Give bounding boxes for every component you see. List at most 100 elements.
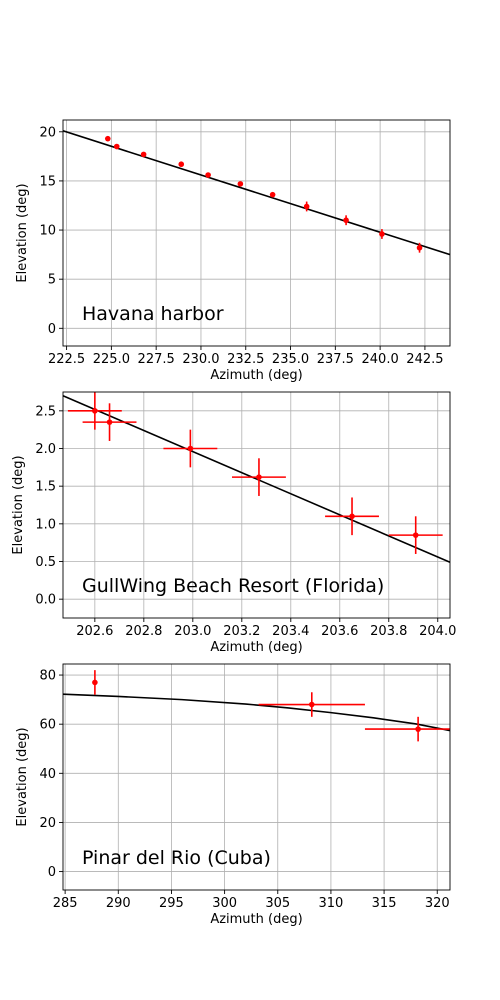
data-marker [92,408,98,414]
data-marker [308,701,315,708]
fit-line [63,130,450,256]
x-axis-label: Azimuth (deg) [210,640,302,655]
x-tick-label: 227.5 [138,352,175,367]
x-tick-label: 295 [159,896,184,911]
x-tick-label: 202.8 [125,624,162,639]
location-annotation: GullWing Beach Resort (Florida) [82,575,384,597]
x-tick-label: 290 [106,896,131,911]
data-marker [349,513,355,520]
data-point-4 [178,161,185,168]
x-axis-label: Azimuth (deg) [210,368,302,383]
x-tick-label: 300 [212,896,237,911]
y-axis-label: Elevation (deg) [15,183,30,282]
y-tick-label: 2.5 [35,404,56,419]
data-point-9 [343,215,349,226]
y-tick-label: 60 [39,718,56,733]
x-tick-label: 203.4 [272,624,309,639]
x-tick-label: 242.5 [406,352,443,367]
y-axis-label: Elevation (deg) [11,455,26,554]
plot-area [63,120,450,346]
data-point-4 [232,458,286,496]
plot-area [63,392,450,618]
data-point-6 [237,181,244,187]
y-axis-label: Elevation (deg) [15,727,30,826]
data-marker [269,191,276,198]
data-point-6 [388,516,443,554]
y-tick-label: 80 [39,669,56,684]
y-tick-label: 5 [48,273,56,288]
data-marker [92,679,98,686]
y-tick-label: 0.5 [35,555,56,570]
data-marker [113,143,120,150]
x-tick-label: 235.0 [272,352,309,367]
x-tick-label: 203.2 [223,624,260,639]
fit-line [63,693,450,732]
x-tick-label: 310 [319,896,344,911]
data-point-1 [67,392,122,430]
data-point-3 [364,716,450,742]
data-point-5 [205,172,211,178]
y-tick-label: 0 [48,322,56,337]
y-tick-label: 1.5 [35,480,56,495]
chart-panel-3: 285 290 295 300 305 310 315 320 0 20 40 60 80 Azimuth… [15,663,451,927]
x-tick-label: 240.0 [362,352,399,367]
y-tick-label: 1.0 [35,517,56,532]
x-tick-label: 202.6 [76,624,113,639]
data-point-3 [140,151,147,158]
location-annotation: Havana harbor [82,303,224,325]
data-marker [416,244,423,251]
y-tick-label: 2.0 [35,442,56,457]
plot-area [63,664,450,890]
data-marker [140,151,147,158]
location-annotation: Pinar del Rio (Cuba) [82,847,271,869]
data-point-2 [82,403,137,441]
chart-panel-1: 222.5 225.0 227.5 230.0 232.5 235.0 237.5 240.0… [15,119,451,383]
x-tick-label: 305 [265,896,290,911]
axes-frame [62,391,451,619]
data-marker [412,532,419,538]
x-tick-label: 237.5 [317,352,354,367]
data-marker [415,726,421,732]
x-tick-label: 222.5 [48,352,85,367]
y-tick-label: 20 [39,125,56,140]
x-tick-label: 320 [425,896,450,911]
data-point-2 [113,143,120,150]
x-tick-label: 232.5 [227,352,264,367]
x-tick-label: 203.8 [370,624,407,639]
data-marker [237,181,244,187]
data-marker [256,474,262,480]
data-point-1 [92,670,98,695]
chart-panel-2: 202.6 202.8 203.0 203.2 203.4 203.6 203.8 204.0… [11,391,456,655]
data-marker [379,231,385,237]
x-tick-label: 204.0 [419,624,456,639]
x-axis-label: Azimuth (deg) [210,912,302,927]
x-tick-label: 315 [372,896,397,911]
data-point-3 [163,429,218,468]
y-tick-label: 15 [39,174,56,189]
x-tick-label: 203.0 [174,624,211,639]
x-tick-label: 203.6 [321,624,358,639]
y-tick-label: 0.0 [35,593,56,608]
data-point-11 [416,242,423,253]
data-marker [343,217,349,224]
y-tick-label: 0 [48,865,56,880]
data-marker [178,161,185,168]
data-point-7 [269,191,276,198]
data-marker [303,203,310,210]
fit-line [63,395,450,563]
x-tick-label: 230.0 [182,352,219,367]
x-tick-label: 285 [53,896,78,911]
y-tick-label: 10 [39,224,56,239]
axes-frame [62,119,451,347]
data-point-10 [379,229,385,239]
data-marker [187,445,194,452]
x-tick-label: 225.0 [93,352,130,367]
data-point-8 [303,201,310,212]
data-point-1 [104,135,111,142]
data-marker [205,172,211,178]
data-point-5 [325,497,379,536]
data-marker [106,419,113,425]
axes-frame [62,663,451,891]
data-point-2 [258,692,365,717]
